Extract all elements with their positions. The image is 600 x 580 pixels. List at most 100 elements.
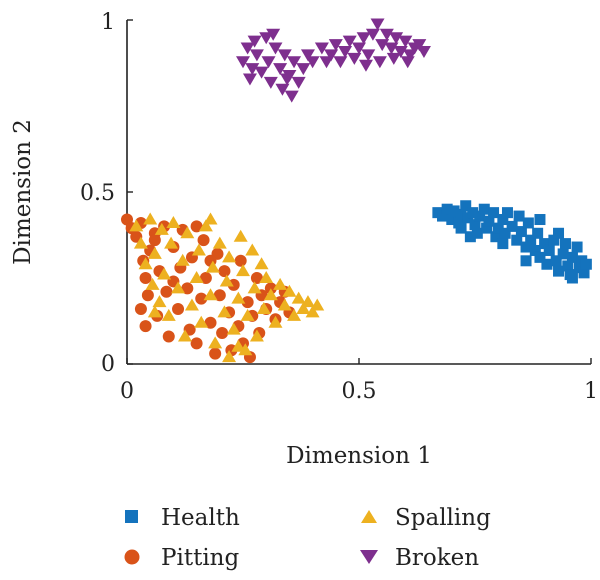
spalling-point-45 [287,308,302,321]
pitting-point-24 [195,292,208,305]
broken-point-28 [352,42,366,55]
spalling-point-16 [184,298,199,311]
broken-point-14 [284,90,299,103]
health-point-50 [464,231,476,243]
health-point-19 [497,214,509,226]
broken-point-0 [236,56,250,69]
health-point-1 [437,210,449,222]
spalling-point-47 [296,301,311,314]
pitting-point-42 [250,272,263,284]
x-tick-label-1: 0.5 [342,379,377,404]
broken-point-17 [296,63,311,76]
broken-point-10 [273,63,288,76]
spalling-point-40 [263,288,278,301]
spalling-point-36 [249,329,264,342]
spalling-point-18 [191,243,206,256]
x-tick-label-0: 0 [120,379,134,404]
legend-health-marker [125,510,138,523]
plot-area [121,18,592,364]
pitting-point-15 [162,330,175,343]
broken-point-12 [277,49,292,62]
x-axis-title: Dimension 1 [286,443,432,469]
broken-point-38 [398,35,413,48]
health-point-51 [455,222,467,234]
broken-point-32 [370,18,385,31]
health-point-46 [578,267,590,279]
broken-point-4 [249,49,264,62]
spalling-point-53 [147,305,162,318]
spalling-point-35 [247,281,262,294]
spalling-point-20 [198,219,213,232]
spalling-point-14 [178,329,192,342]
x-tick-label-2: 1 [584,379,598,404]
spalling-point-2 [138,257,153,270]
broken-point-30 [361,49,376,62]
broken-point-16 [291,76,306,89]
pitting-point-31 [216,327,229,340]
broken-point-26 [342,35,357,48]
spalling-point-46 [291,291,306,304]
broken-point-15 [287,56,302,69]
health-point-2 [441,203,453,215]
spalling-point-42 [273,277,288,290]
spalling-point-7 [154,222,169,235]
spalling-point-34 [245,243,260,256]
health-point-25 [515,226,527,238]
broken-point-9 [268,42,283,55]
spalling-point-26 [219,274,234,287]
health-point-37 [553,265,565,277]
spalling-point-51 [222,350,237,363]
health-point-12 [474,210,486,222]
spalling-point-9 [161,308,176,321]
health-point-28 [525,234,537,246]
spalling-point-8 [157,267,172,280]
legend-broken-marker [360,550,378,564]
health-point-11 [471,227,483,239]
legend-broken-label: Broken [395,545,479,571]
health-point-9 [467,207,479,219]
health-point-21 [501,207,513,219]
health-point-40 [562,260,574,272]
legend-pitting-marker [124,549,140,565]
health-point-14 [481,222,493,234]
broken-point-2 [245,63,260,76]
health-point-42 [566,251,578,263]
health-point-10 [469,219,481,231]
spalling-point-23 [208,336,223,349]
health-point-22 [506,220,518,232]
broken-point-22 [324,49,339,62]
spalling-point-31 [236,264,250,277]
spalling-point-48 [300,295,315,308]
broken-point-27 [347,52,362,65]
legend-spalling-label: Spalling [395,505,491,531]
health-point-39 [559,238,571,250]
health-point-24 [513,210,525,222]
broken-point-47 [386,52,401,65]
spalling-point-28 [226,322,241,335]
broken-point-35 [384,42,399,55]
broken-point-37 [393,45,408,58]
broken-point-6 [259,32,274,45]
health-point-20 [499,227,511,239]
spalling-point-30 [233,229,248,242]
spalling-point-27 [222,250,237,263]
spalling-point-17 [189,271,204,283]
spalling-point-37 [254,257,269,270]
health-point-3 [446,214,458,226]
spalling-point-29 [231,291,246,304]
spalling-point-15 [180,226,195,239]
health-point-38 [557,248,569,260]
health-point-13 [478,203,490,215]
spalling-point-32 [238,343,253,356]
broken-point-7 [261,56,276,69]
broken-point-24 [333,56,348,69]
spalling-point-41 [268,315,283,328]
pitting-point-17 [172,302,185,315]
y-axis-title: Dimension 2 [10,119,36,265]
health-point-32 [539,238,551,250]
health-point-26 [520,241,532,253]
spalling-point-43 [277,298,292,311]
broken-point-42 [416,45,431,58]
pitting-point-20 [181,282,194,295]
